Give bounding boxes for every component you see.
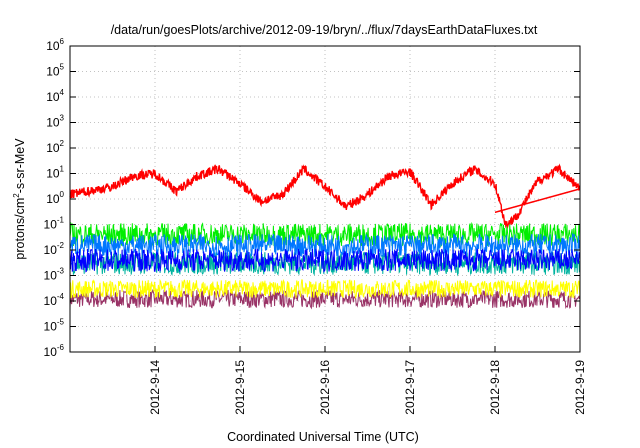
chart-title: /data/run/goesPlots/archive/2012-09-19/b… (111, 23, 538, 37)
series-line (69, 221, 581, 248)
y-tick-label: 103 (46, 114, 64, 130)
y-tick-label: 100 (46, 190, 64, 206)
y-tick-base: 10 (46, 192, 60, 206)
series-layer (69, 163, 581, 310)
y-axis-label-sup: 2 (12, 193, 21, 198)
y-tick-base: 10 (44, 269, 58, 283)
y-tick-base: 10 (44, 218, 58, 232)
y-tick-base: 10 (46, 141, 60, 155)
y-tick-exp: -1 (57, 216, 65, 225)
y-tick-exp: -6 (57, 343, 65, 352)
series-line (69, 163, 581, 229)
y-tick-exp: 5 (60, 63, 65, 72)
y-tick-exp: 0 (60, 190, 65, 199)
x-tick-label: 2012-9-18 (488, 360, 502, 415)
y-tick-exp: -2 (57, 241, 65, 250)
x-tick-label: 2012-9-15 (233, 360, 247, 415)
y-tick-base: 10 (46, 65, 60, 79)
y-tick-exp: -5 (57, 318, 65, 327)
y-tick-base: 10 (46, 39, 60, 53)
y-tick-base: 10 (44, 345, 58, 359)
y-tick-base: 10 (46, 116, 60, 130)
y-tick-label: 105 (46, 63, 64, 79)
y-tick-label: 10-1 (44, 216, 65, 232)
series-line (69, 289, 581, 310)
y-tick-label: 10-2 (44, 241, 65, 257)
y-tick-base: 10 (44, 294, 58, 308)
y-tick-label: 104 (46, 88, 64, 104)
y-tick-base: 10 (44, 320, 58, 334)
y-tick-exp: -4 (57, 292, 65, 301)
y-axis-label-rest: -s-sr-MeV (13, 138, 27, 194)
y-tick-exp: 3 (60, 114, 65, 123)
y-tick-label: 10-5 (44, 318, 65, 334)
y-tick-exp: 4 (60, 88, 65, 97)
x-tick-label: 2012-9-14 (148, 360, 162, 415)
y-axis-label: protons/cm2-s-sr-MeV (12, 138, 27, 260)
x-tick-label: 2012-9-17 (403, 360, 417, 415)
y-axis-label-base: protons/cm (13, 198, 27, 260)
series-line (69, 248, 581, 273)
y-tick-base: 10 (46, 167, 60, 181)
y-tick-label: 102 (46, 139, 64, 155)
y-tick-exp: -3 (57, 267, 65, 276)
x-axis-label: Coordinated Universal Time (UTC) (227, 430, 419, 444)
series-line (69, 278, 581, 299)
y-tick-exp: 2 (60, 139, 65, 148)
series-line (69, 232, 581, 258)
y-tick-label: 10-6 (44, 343, 65, 359)
x-tick-label: 2012-9-19 (573, 360, 587, 415)
y-tick-base: 10 (44, 243, 58, 257)
grid (70, 46, 580, 352)
y-tick-label: 10-4 (44, 292, 65, 308)
y-tick-label: 10-3 (44, 267, 65, 283)
y-tick-base: 10 (46, 90, 60, 104)
y-tick-label: 101 (46, 165, 64, 181)
y-tick-exp: 6 (60, 37, 65, 46)
y-tick-exp: 1 (60, 165, 65, 174)
y-ticks: 10-610-510-410-310-210-11001011021031041… (44, 37, 580, 359)
x-tick-label: 2012-9-16 (318, 360, 332, 415)
x-ticks: 2012-9-14 2012-9-15 2012-9-16 2012-9-17 2012… (148, 346, 587, 415)
y-tick-label: 106 (46, 37, 64, 53)
series-line (494, 188, 581, 213)
